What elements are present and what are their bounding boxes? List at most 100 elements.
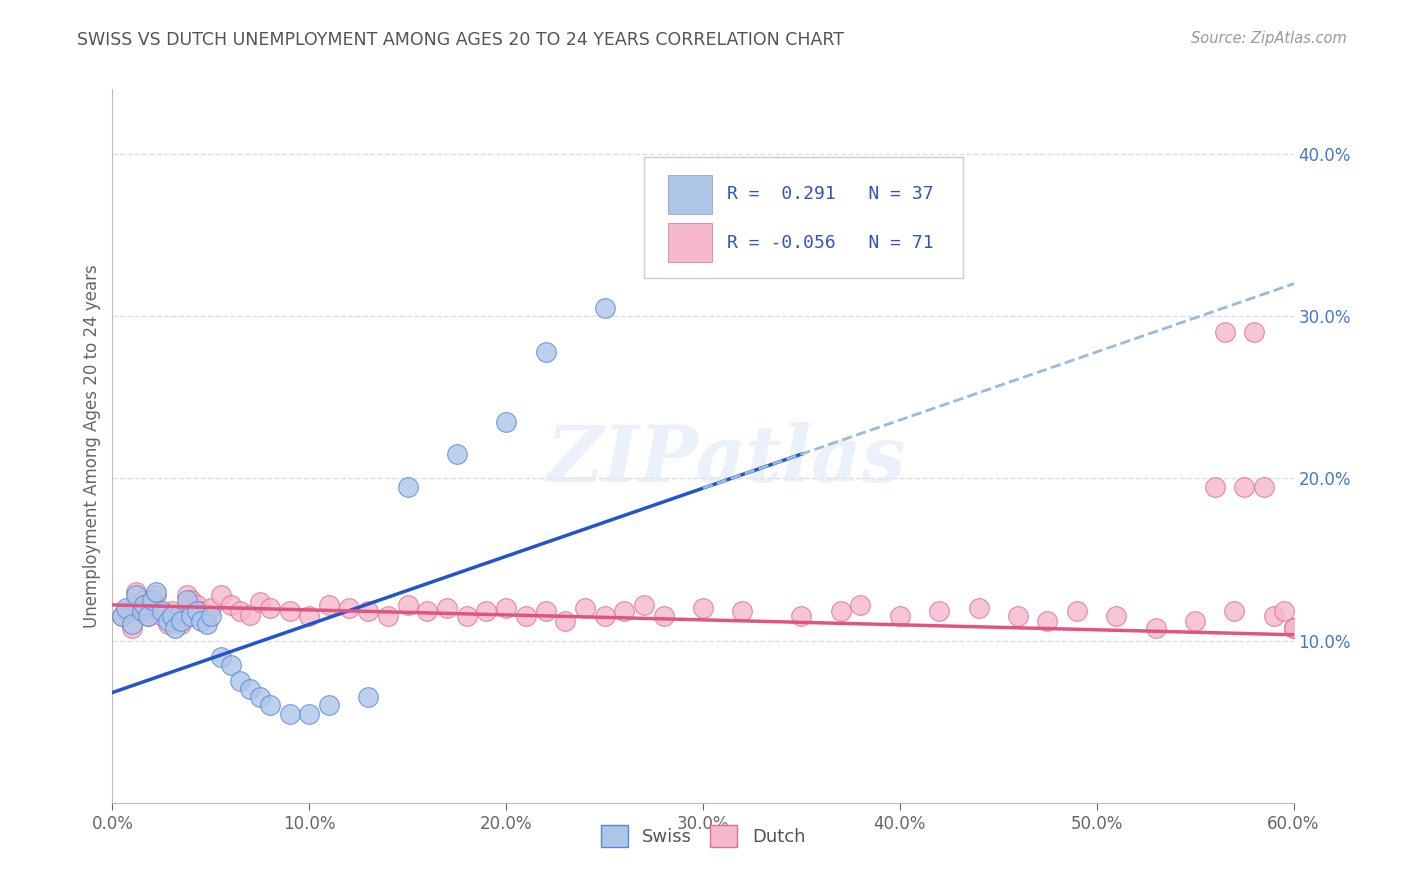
Point <box>156 617 179 632</box>
Point <box>1007 609 1029 624</box>
Point <box>1282 621 1305 635</box>
Point <box>652 609 675 624</box>
Point <box>337 601 360 615</box>
Point <box>928 604 950 618</box>
Point <box>150 604 173 618</box>
Point <box>790 609 813 624</box>
Point <box>1036 614 1059 628</box>
Point <box>1282 621 1305 635</box>
Point <box>186 604 208 618</box>
Point <box>1144 621 1167 635</box>
Point <box>593 609 616 624</box>
Point <box>593 301 616 315</box>
Point <box>229 674 252 689</box>
Point <box>176 588 198 602</box>
Point <box>318 698 340 713</box>
Point <box>229 604 252 618</box>
Point <box>165 609 187 624</box>
Point <box>111 609 134 624</box>
FancyBboxPatch shape <box>644 157 963 278</box>
Point <box>145 588 167 602</box>
Point <box>259 601 281 615</box>
Point <box>1243 326 1265 340</box>
Point <box>121 617 143 632</box>
Point <box>160 609 183 624</box>
Point <box>613 604 636 618</box>
Point <box>259 698 281 713</box>
Point <box>1184 614 1206 628</box>
Y-axis label: Unemployment Among Ages 20 to 24 years: Unemployment Among Ages 20 to 24 years <box>83 264 101 628</box>
Point <box>475 604 498 618</box>
Point <box>249 595 271 609</box>
Point <box>1233 479 1256 493</box>
Point <box>967 601 990 615</box>
Point <box>219 657 242 672</box>
Point <box>278 604 301 618</box>
Point <box>1223 604 1246 618</box>
Point <box>209 588 232 602</box>
Point <box>534 604 557 618</box>
Text: R =  0.291   N = 37: R = 0.291 N = 37 <box>727 186 934 203</box>
Point <box>1213 326 1236 340</box>
Point <box>436 601 458 615</box>
Point <box>495 601 517 615</box>
Point <box>1263 609 1285 624</box>
Text: Source: ZipAtlas.com: Source: ZipAtlas.com <box>1191 31 1347 46</box>
Point <box>830 604 852 618</box>
FancyBboxPatch shape <box>668 223 713 262</box>
Text: SWISS VS DUTCH UNEMPLOYMENT AMONG AGES 20 TO 24 YEARS CORRELATION CHART: SWISS VS DUTCH UNEMPLOYMENT AMONG AGES 2… <box>77 31 845 49</box>
Point <box>160 604 183 618</box>
Point <box>200 609 222 624</box>
Point <box>170 614 193 628</box>
Text: R = -0.056   N = 71: R = -0.056 N = 71 <box>727 234 934 252</box>
Point <box>186 598 208 612</box>
Point <box>190 614 212 628</box>
FancyBboxPatch shape <box>668 175 713 214</box>
Point <box>456 609 478 624</box>
Point <box>377 609 399 624</box>
Point <box>165 621 187 635</box>
Point <box>200 601 222 615</box>
Point <box>692 171 714 186</box>
Point <box>298 706 321 721</box>
Point <box>141 593 163 607</box>
Point <box>136 609 159 624</box>
Point <box>357 690 380 705</box>
Point <box>195 617 218 632</box>
Point <box>495 415 517 429</box>
Point <box>396 598 419 612</box>
Point <box>111 609 134 624</box>
Point <box>1253 479 1275 493</box>
Point <box>170 617 193 632</box>
Point <box>136 609 159 624</box>
Point <box>633 598 655 612</box>
Point <box>190 604 212 618</box>
Point <box>239 607 262 622</box>
Point <box>1282 621 1305 635</box>
Point <box>180 609 202 624</box>
Point <box>180 593 202 607</box>
Point <box>115 604 138 618</box>
Point <box>115 601 138 615</box>
Point <box>1105 609 1128 624</box>
Point <box>849 598 872 612</box>
Point <box>1066 604 1088 618</box>
Point <box>1272 604 1295 618</box>
Point <box>515 609 537 624</box>
Point <box>195 609 218 624</box>
Point <box>132 598 155 612</box>
Point <box>554 614 576 628</box>
Point <box>534 345 557 359</box>
Point <box>643 236 665 251</box>
Point <box>150 609 173 624</box>
Point <box>357 604 380 618</box>
Point <box>1204 479 1226 493</box>
Point <box>125 588 148 602</box>
Point <box>131 604 153 618</box>
Point <box>239 682 262 697</box>
Point <box>396 479 419 493</box>
Point <box>889 609 911 624</box>
Point <box>574 601 596 615</box>
Point <box>125 585 148 599</box>
Point <box>318 598 340 612</box>
